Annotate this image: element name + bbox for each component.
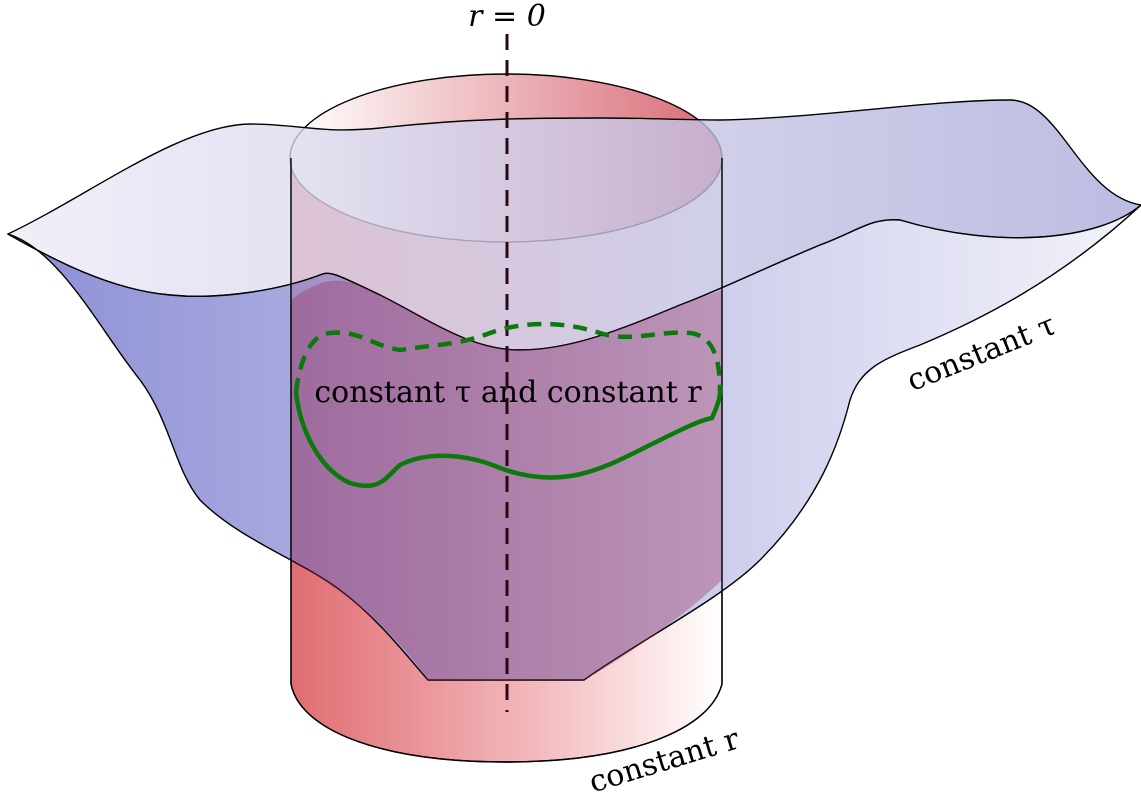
cylinder-outline [290, 158, 723, 684]
intersection-curve-front [293, 391, 723, 489]
intersection-label: constant τ and constant r [314, 375, 702, 410]
axis-label: r = 0 [468, 0, 546, 34]
intersection-curve-back [293, 321, 723, 393]
cylinder-bottom-edge [290, 683, 723, 763]
